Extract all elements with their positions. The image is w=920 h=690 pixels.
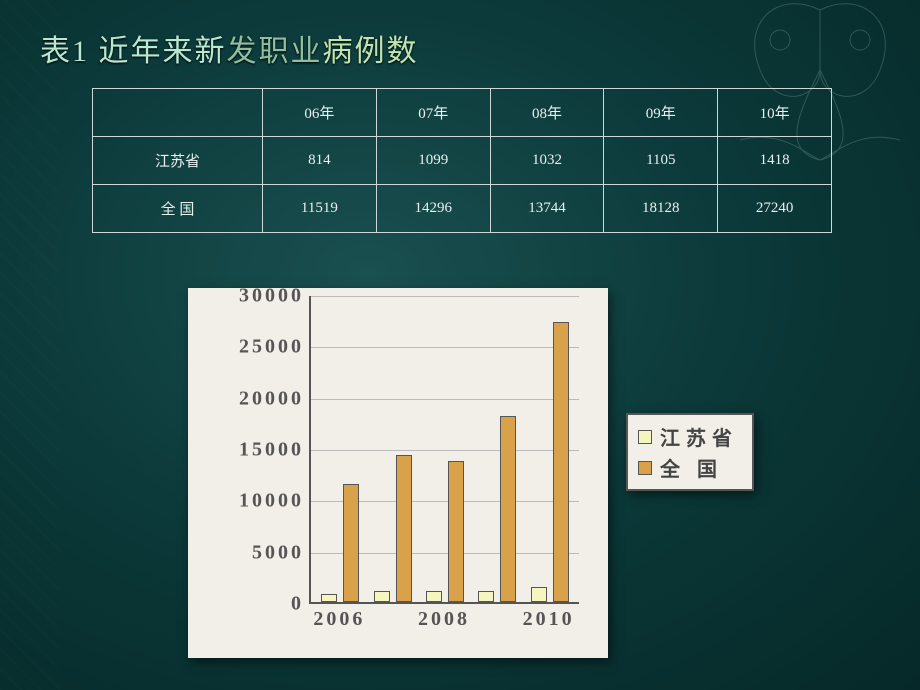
bar-group (319, 294, 363, 602)
chart-plot-box: 0 5000 10000 15000 20000 25000 30000 2006 2008 20… (188, 288, 608, 658)
col-header: 09年 (604, 89, 718, 137)
bar-group (529, 294, 573, 602)
title-prefix: 表1 (40, 35, 99, 68)
bar-group (476, 294, 520, 602)
bar (321, 594, 337, 602)
title-suffix: 病例数 (323, 35, 419, 68)
bar (531, 587, 547, 602)
table-cell: 18128 (604, 185, 718, 233)
table-cell: 1418 (718, 137, 832, 185)
table-row: 全 国 11519 14296 13744 18128 27240 (93, 185, 832, 233)
slide-title: 表1 近年来新发职业病例数 (40, 26, 419, 70)
plot-area (309, 296, 579, 604)
bar (500, 416, 516, 602)
y-tick-label: 30000 (194, 285, 304, 308)
slide-edge-pattern (0, 0, 60, 690)
x-tick-label: 2006 (313, 608, 365, 631)
table-cell: 14296 (376, 185, 490, 233)
table-cell: 1032 (490, 137, 604, 185)
col-header: 07年 (376, 89, 490, 137)
table-cell: 1105 (604, 137, 718, 185)
col-header: 10年 (718, 89, 832, 137)
row-header: 江苏省 (93, 137, 263, 185)
legend-item: 江苏省 (638, 421, 738, 452)
data-table: 06年 07年 08年 09年 10年 江苏省 814 1099 1032 11… (92, 88, 832, 233)
col-header: 06年 (263, 89, 377, 137)
table-corner-cell (93, 89, 263, 137)
chart: 0 5000 10000 15000 20000 25000 30000 2006 2008 20… (188, 288, 828, 668)
row-header: 全 国 (93, 185, 263, 233)
bar (478, 591, 494, 602)
legend-label: 全 国 (660, 453, 723, 482)
legend-swatch (638, 430, 652, 444)
table-cell: 1099 (376, 137, 490, 185)
x-tick-label: 2010 (523, 608, 575, 631)
table-cell: 11519 (263, 185, 377, 233)
table-cell: 13744 (490, 185, 604, 233)
bar-group (424, 294, 468, 602)
legend-label: 江苏省 (660, 422, 738, 451)
bar (426, 591, 442, 602)
bar-group (372, 294, 416, 602)
bar (553, 322, 569, 602)
legend-swatch (638, 461, 652, 475)
legend-item: 全 国 (638, 452, 738, 483)
title-mid1: 近年来新 (99, 35, 227, 68)
y-tick-label: 20000 (194, 387, 304, 410)
y-tick-label: 25000 (194, 336, 304, 359)
table-cell: 814 (263, 137, 377, 185)
title-mid2: 发职业 (227, 35, 323, 68)
table-cell: 27240 (718, 185, 832, 233)
table-row: 江苏省 814 1099 1032 1105 1418 (93, 137, 832, 185)
y-tick-label: 5000 (194, 541, 304, 564)
bar (343, 484, 359, 602)
table-header-row: 06年 07年 08年 09年 10年 (93, 89, 832, 137)
col-header: 08年 (490, 89, 604, 137)
y-tick-label: 10000 (194, 490, 304, 513)
bar (396, 455, 412, 602)
bar (448, 461, 464, 602)
x-tick-label: 2008 (418, 608, 470, 631)
legend: 江苏省 全 国 (626, 413, 754, 491)
y-tick-label: 0 (194, 593, 304, 616)
bar (374, 591, 390, 602)
y-tick-label: 15000 (194, 439, 304, 462)
